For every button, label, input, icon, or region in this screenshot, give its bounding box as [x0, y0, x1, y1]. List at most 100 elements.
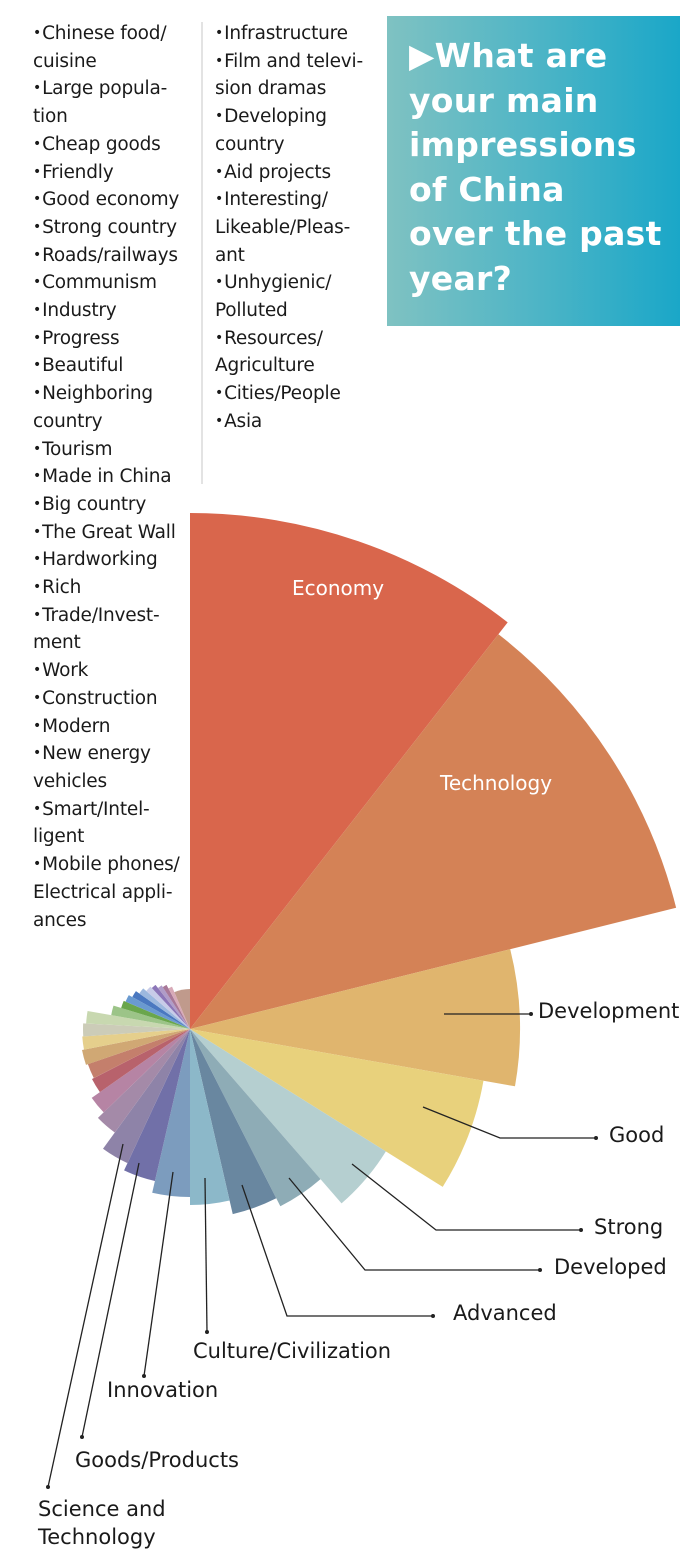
sector-strong-country	[82, 1029, 190, 1050]
bullet-icon: •	[215, 412, 224, 429]
bullet-icon: •	[33, 135, 42, 152]
leader-line-advanced	[241, 1184, 433, 1317]
list-item: country	[33, 410, 103, 432]
bullet-icon: •	[215, 191, 224, 208]
bullet-icon: •	[33, 385, 42, 402]
label-strong: Strong	[594, 1215, 664, 1239]
list-item: •Interesting/	[215, 189, 328, 211]
bullet-icon: •	[215, 329, 224, 346]
bullet-icon: •	[215, 108, 224, 125]
list-item: ment	[33, 632, 81, 654]
list-item: •Chinese food/	[33, 23, 167, 44]
sector-chinese-food-cuisine	[97, 1029, 190, 1133]
sector-innovation	[152, 1029, 190, 1197]
bullet-icon: •	[215, 274, 224, 291]
list-item: Agriculture	[215, 355, 315, 377]
sector-advanced	[190, 1029, 277, 1215]
list-item: •Construction	[33, 687, 158, 709]
bullet-icon: •	[215, 385, 224, 402]
sector-strong	[190, 1029, 386, 1204]
bullet-icon: •	[33, 163, 42, 180]
bullet-icon: •	[33, 856, 42, 873]
question-title-box: ▶What are your main impressions of China ove…	[387, 16, 680, 326]
label-development: Development	[538, 999, 680, 1023]
sector-roads-railways	[83, 1023, 190, 1037]
sector-development	[190, 949, 520, 1087]
title-line: over the past	[409, 214, 662, 253]
sector-other-small-items	[174, 989, 190, 1029]
list-item: •Trade/Invest-	[33, 604, 160, 626]
list-item: •Infrastructure	[215, 23, 348, 44]
list-item: •Film and televi-	[215, 50, 363, 72]
list-item: •Large popula-	[33, 78, 168, 100]
list-item: •Neighboring	[33, 383, 153, 405]
label-goods: Goods/Products	[75, 1448, 239, 1472]
list-item: •New energy	[33, 743, 151, 765]
label-economy: Economy	[292, 576, 385, 600]
bullet-icon: •	[215, 163, 224, 180]
chart-sectors	[82, 513, 677, 1215]
list-item: •Tourism	[33, 438, 113, 460]
leader-line-innovation	[143, 1171, 174, 1377]
bullet-icon: •	[33, 551, 42, 568]
list-item: •Strong country	[33, 216, 177, 238]
title-line: year?	[409, 258, 513, 298]
bullet-icon: •	[33, 302, 42, 319]
sector-friendly	[87, 1029, 190, 1079]
list-item: Likeable/Pleas-	[215, 216, 351, 238]
label-developed: Developed	[554, 1255, 667, 1279]
list-item: •Good economy	[33, 189, 180, 211]
list-item: •Cities/People	[215, 383, 341, 405]
bullet-icon: •	[33, 606, 42, 623]
label-good: Good	[609, 1123, 665, 1147]
bullet-icon: •	[33, 662, 42, 679]
bullet-icon: •	[33, 440, 42, 457]
bullet-icon: •	[33, 218, 42, 235]
sector-industry	[111, 1005, 190, 1029]
list-item: •Communism	[33, 272, 157, 294]
list-item: •Big country	[33, 493, 147, 515]
bullet-icon: •	[33, 25, 42, 41]
list-item: •Cheap goods	[33, 133, 161, 155]
label-technology: Technology	[440, 771, 553, 795]
list-item: •Beautiful	[33, 355, 124, 377]
title-line: your main	[409, 80, 599, 120]
impressions-list-column-2: •Infrastructure •Film and televi-sion dra…	[215, 20, 385, 436]
list-item: •Made in China	[33, 466, 172, 488]
list-item: •Friendly	[33, 161, 114, 183]
bullet-icon: •	[33, 246, 42, 263]
list-item: sion dramas	[215, 78, 327, 100]
column-divider	[201, 22, 203, 484]
bullet-icon: •	[33, 745, 42, 762]
label-science-line1: Science and	[38, 1497, 166, 1521]
list-item: •Developing	[215, 106, 327, 128]
list-item: •Progress	[33, 327, 120, 349]
sector-neighboring-country	[132, 991, 190, 1029]
sector-good-economy	[82, 1029, 190, 1065]
list-item: •Roads/railways	[33, 244, 178, 266]
bullet-icon: •	[215, 25, 224, 41]
list-item: tion	[33, 106, 68, 128]
leader-line-developed	[288, 1177, 540, 1271]
question-title: ▶What are your main impressions of China ove…	[409, 34, 679, 301]
sector-developed	[190, 1029, 321, 1207]
list-item: Electrical appli-	[33, 881, 173, 903]
leader-line-culture	[204, 1177, 208, 1333]
bullet-icon: •	[33, 329, 42, 346]
list-item: •Aid projects	[215, 161, 331, 183]
list-item: country	[215, 133, 285, 155]
sector-economy	[190, 513, 508, 1029]
list-item: cuisine	[33, 50, 97, 72]
bullet-icon: •	[33, 717, 42, 734]
sector-hardworking	[162, 984, 190, 1029]
title-line: ▶What are	[409, 36, 608, 75]
sector-good	[190, 1029, 484, 1187]
label-science-line2: Technology	[38, 1525, 156, 1549]
leader-line-science	[47, 1143, 124, 1488]
list-item: •Smart/Intel-	[33, 798, 150, 820]
sector-culture-civilization	[190, 1029, 230, 1205]
list-item: •Work	[33, 660, 89, 682]
sector-made-in-china	[146, 986, 190, 1029]
list-item: •Hardworking	[33, 549, 158, 571]
